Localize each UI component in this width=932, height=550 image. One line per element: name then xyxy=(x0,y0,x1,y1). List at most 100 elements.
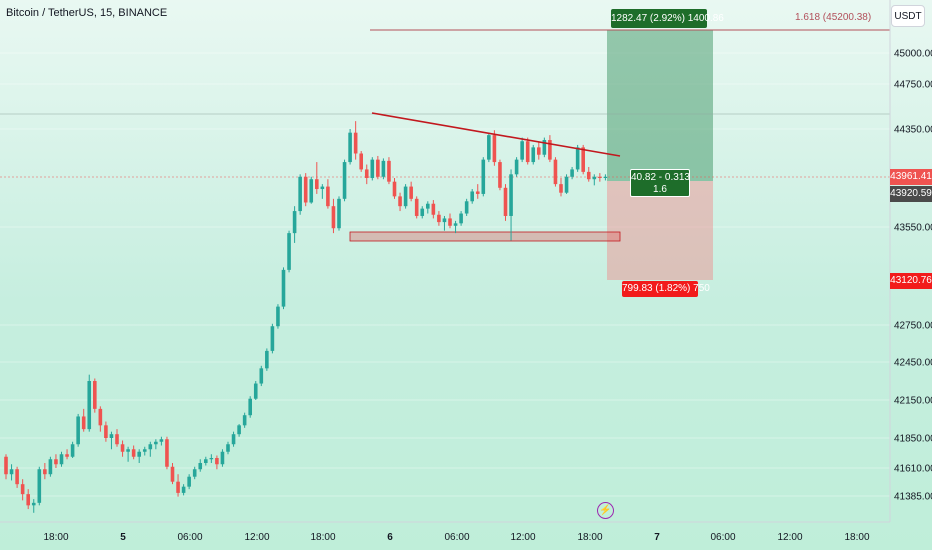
candle xyxy=(559,178,563,197)
candle xyxy=(570,166,574,180)
risk-reward-line-2: 1.6 xyxy=(653,184,667,195)
candle xyxy=(109,431,114,450)
candle xyxy=(231,431,236,447)
candle xyxy=(420,206,425,219)
candle xyxy=(170,463,175,485)
candle xyxy=(9,464,14,481)
candle xyxy=(65,449,69,460)
candle xyxy=(381,158,386,180)
candle xyxy=(104,421,108,442)
candle xyxy=(475,184,480,199)
candle xyxy=(348,129,352,165)
candle xyxy=(487,132,491,163)
descending-trend-line xyxy=(371,112,621,157)
grid-lines xyxy=(0,52,890,497)
stop-zone xyxy=(607,181,713,280)
candle xyxy=(48,456,53,477)
candle xyxy=(592,174,597,186)
candle xyxy=(204,456,208,466)
price-tick-label: 44350.00 xyxy=(894,125,932,136)
candle xyxy=(165,436,169,470)
candle xyxy=(137,449,141,463)
candle xyxy=(20,479,25,501)
candle xyxy=(192,466,197,480)
candle xyxy=(392,178,397,199)
candle xyxy=(387,157,391,185)
candle xyxy=(359,151,363,172)
time-tick-label: 12:00 xyxy=(244,532,269,543)
candle xyxy=(525,137,530,165)
time-axis[interactable]: 18:00 5 06:00 12:00 18:00 6 06:00 12:00 18:00 7 06… xyxy=(43,532,869,543)
price-tick-label: 41850.00 xyxy=(894,434,932,445)
candle xyxy=(120,440,125,457)
candle xyxy=(259,365,264,387)
price-tick-label: 42750.00 xyxy=(894,321,932,332)
candle xyxy=(131,445,136,460)
support-zone xyxy=(349,231,621,242)
target-label: 1282.47 (2.92%) 1400.86 xyxy=(611,9,724,28)
price-axis[interactable]: 45000.00 44750.00 44350.00 43550.00 42750.00… xyxy=(894,49,932,503)
candle xyxy=(198,459,203,472)
time-tick-label: 18:00 xyxy=(43,532,68,543)
fib-extension-label: 1.618 (45200.38) xyxy=(795,12,872,23)
candle xyxy=(287,230,291,273)
candles xyxy=(4,121,608,513)
candle xyxy=(237,424,241,437)
candle xyxy=(598,173,602,182)
candle xyxy=(470,189,474,204)
candle xyxy=(409,181,413,202)
candle xyxy=(176,474,180,497)
candle xyxy=(31,499,36,513)
candle xyxy=(187,474,191,490)
candle xyxy=(309,176,314,204)
time-tick-label: 18:00 xyxy=(844,532,869,543)
candle xyxy=(326,179,330,209)
time-tick-label: 6 xyxy=(387,532,393,543)
candle xyxy=(586,166,591,182)
candle xyxy=(76,413,80,447)
risk-reward-line-1: 40.82 - 0.313 xyxy=(631,172,690,183)
candle xyxy=(148,441,153,457)
candle xyxy=(270,323,275,354)
candle xyxy=(292,206,297,243)
candle xyxy=(537,142,541,160)
candle xyxy=(453,220,458,234)
entry-price-tag: 43920.59 xyxy=(890,186,932,202)
time-tick-label: 18:00 xyxy=(577,532,602,543)
candle xyxy=(414,196,419,219)
candle xyxy=(37,466,42,506)
currency-button[interactable]: USDT xyxy=(891,5,925,27)
time-tick-label: 06:00 xyxy=(710,532,735,543)
time-tick-label: 18:00 xyxy=(310,532,335,543)
candle xyxy=(98,406,103,432)
candle xyxy=(281,267,286,310)
candle xyxy=(93,378,97,413)
candle xyxy=(81,408,86,432)
candle xyxy=(226,441,230,455)
candle xyxy=(464,198,469,216)
time-tick-label: 06:00 xyxy=(444,532,469,543)
lightning-icon[interactable]: ⚡ xyxy=(597,502,614,519)
time-tick-label: 5 xyxy=(120,532,126,543)
candle xyxy=(353,121,358,160)
candle xyxy=(142,446,147,456)
price-tick-label: 44750.00 xyxy=(894,80,932,91)
price-tick-label: 41610.00 xyxy=(894,464,932,475)
time-tick-label: 06:00 xyxy=(177,532,202,543)
candle xyxy=(276,304,280,329)
candle xyxy=(54,454,58,468)
candle xyxy=(298,174,302,215)
candle xyxy=(370,157,375,181)
candle xyxy=(481,157,486,197)
candle xyxy=(437,211,441,226)
candle xyxy=(364,164,369,185)
candle xyxy=(398,192,402,212)
candle xyxy=(548,135,552,163)
candle xyxy=(509,169,513,241)
candle xyxy=(315,162,319,194)
candle xyxy=(265,348,269,371)
candle xyxy=(426,201,430,214)
price-tick-label: 45000.00 xyxy=(894,49,932,60)
candle xyxy=(553,157,558,187)
